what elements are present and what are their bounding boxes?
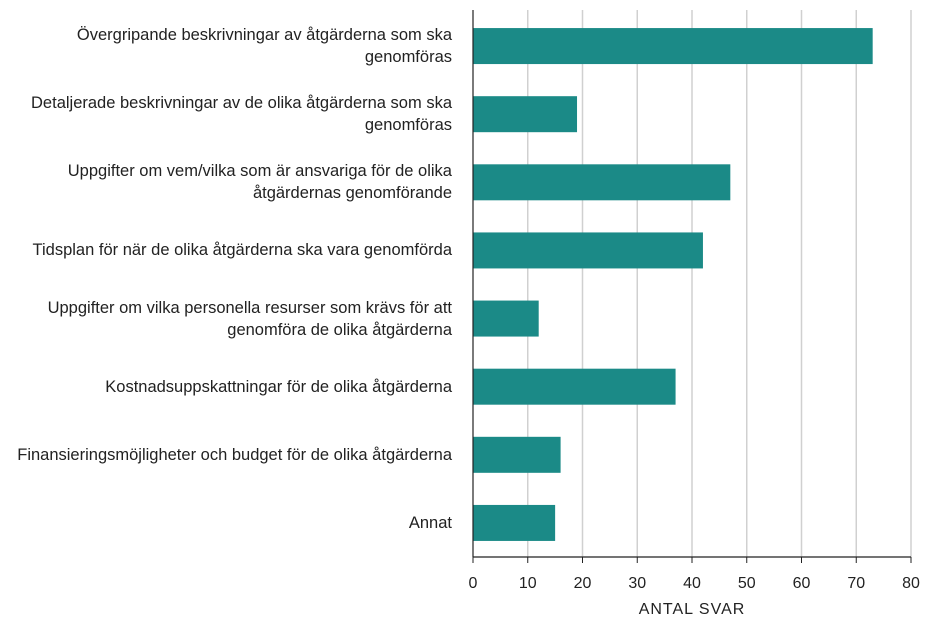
x-tick-label: 70: [847, 575, 865, 592]
x-tick-label: 20: [574, 575, 592, 592]
x-tick-label: 80: [902, 575, 920, 592]
bar: [473, 28, 873, 65]
x-tick-label: 40: [683, 575, 701, 592]
x-tick-label: 50: [738, 575, 756, 592]
bar: [473, 164, 731, 201]
bar: [473, 96, 578, 133]
y-tick-label: Uppgifter om vem/vilka som är ansvariga …: [67, 162, 452, 203]
x-tick-label: 0: [469, 575, 478, 592]
y-tick-label: Annat: [408, 513, 452, 532]
bar: [473, 368, 676, 405]
y-tick-label: Uppgifter om vilka personella resurser s…: [47, 298, 452, 339]
bar: [473, 436, 561, 473]
bar: [473, 504, 556, 541]
bar: [473, 300, 539, 337]
x-tick-label: 60: [793, 575, 811, 592]
y-tick-label: Kostnadsuppskattningar för de olika åtgä…: [105, 377, 452, 396]
bar: [473, 232, 703, 269]
x-tick-label: 30: [628, 575, 646, 592]
y-tick-label: Finansieringsmöjligheter och budget för …: [17, 445, 452, 464]
x-axis-label: ANTAL SVAR: [639, 601, 746, 618]
y-tick-label: Övergripande beskrivningar av åtgärderna…: [76, 26, 452, 67]
x-tick-label: 10: [519, 575, 537, 592]
y-tick-label: Tidsplan för när de olika åtgärderna ska…: [32, 241, 452, 260]
y-tick-label: Detaljerade beskrivningar av de olika åt…: [31, 94, 452, 135]
